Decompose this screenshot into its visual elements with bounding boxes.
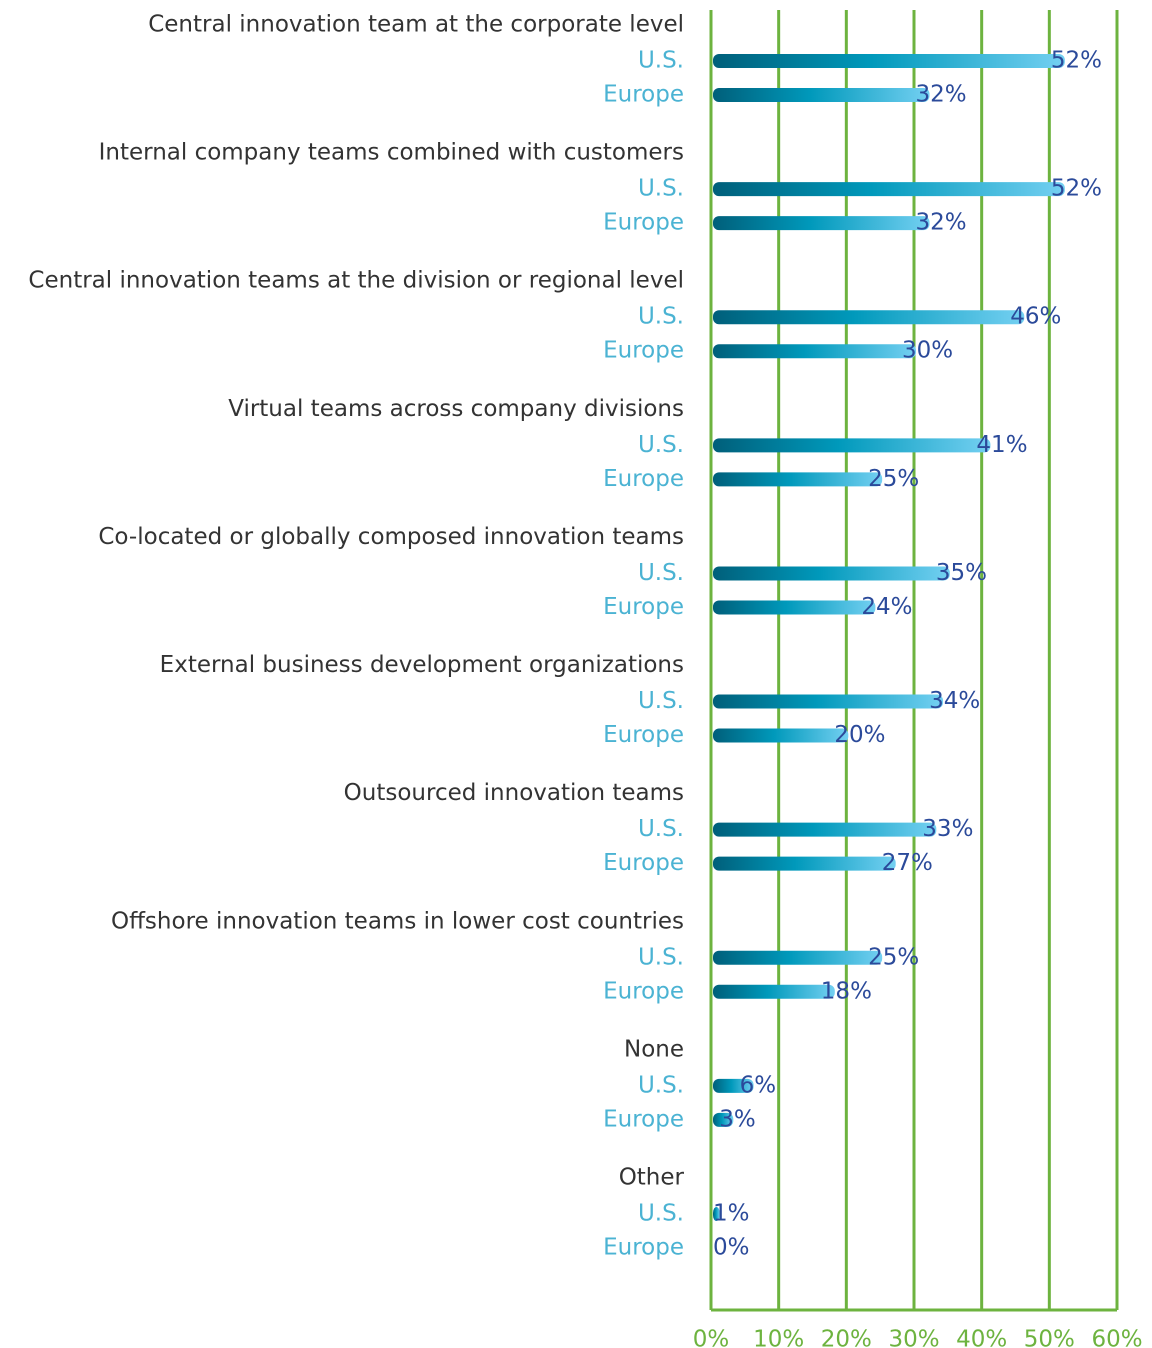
value-label: 35% [936,560,987,586]
category-label: Offshore innovation teams in lower cost … [111,908,684,934]
category-label: None [624,1036,684,1062]
category-label: Outsourced innovation teams [344,780,684,806]
value-label: 3% [719,1106,756,1132]
series-label: Europe [603,338,684,364]
value-label: 46% [1010,304,1061,330]
value-label: 32% [916,210,967,236]
x-tick-label: 40% [956,1327,1007,1348]
series-label: U.S. [638,560,684,586]
category-label: Co-located or globally composed innovati… [98,524,684,550]
value-label: 27% [882,850,933,876]
value-label: 1% [713,1201,750,1227]
bar [713,472,883,487]
bar [713,566,950,581]
series-label: U.S. [638,304,684,330]
bar [713,984,835,999]
x-tick-label: 30% [888,1327,939,1348]
bar [713,182,1065,197]
series-label: Europe [603,466,684,492]
x-tick-label: 60% [1091,1327,1142,1348]
series-label: U.S. [638,1201,684,1227]
series-label: U.S. [638,688,684,714]
bar [713,822,937,837]
value-label: 41% [976,432,1027,458]
series-label: U.S. [638,944,684,970]
x-tick-label: 10% [753,1327,804,1348]
x-tick-label: 0% [693,1327,730,1348]
bar [713,1207,720,1221]
category-label: Other [619,1165,685,1191]
value-label: 32% [916,82,967,108]
x-tick-label: 50% [1024,1327,1075,1348]
value-label: 25% [868,944,919,970]
value-label: 25% [868,466,919,492]
series-label: Europe [603,1106,684,1132]
series-label: Europe [603,1235,684,1261]
bar [713,344,916,359]
bar [713,600,876,615]
bar [713,728,849,743]
series-label: Europe [603,594,684,620]
bar [713,1112,734,1127]
bar [713,694,944,709]
value-label: 18% [821,978,872,1004]
bar [713,1078,754,1093]
bar [713,216,930,231]
series-label: Europe [603,978,684,1004]
value-label: 34% [929,688,980,714]
value-label: 24% [861,594,912,620]
value-label: 20% [834,722,885,748]
value-label: 52% [1051,176,1102,202]
bar [713,950,883,965]
bar [713,856,896,871]
bar [713,88,930,102]
series-label: U.S. [638,432,684,458]
category-label: External business development organizati… [160,652,684,678]
series-label: Europe [603,210,684,236]
value-label: 33% [922,816,973,842]
series-label: U.S. [638,816,684,842]
series-label: Europe [603,850,684,876]
value-label: 6% [740,1072,777,1098]
bar [713,54,1065,68]
bar [713,310,1025,325]
value-label: 0% [713,1235,750,1261]
series-label: Europe [603,82,684,108]
value-label: 30% [902,338,953,364]
series-label: U.S. [638,1072,684,1098]
category-label: Virtual teams across company divisions [228,396,684,422]
category-label: Internal company teams combined with cus… [99,140,684,166]
series-label: Europe [603,722,684,748]
bar [713,438,991,453]
category-label: Central innovation team at the corporate… [148,12,684,38]
category-label: Central innovation teams at the division… [28,268,684,294]
series-label: U.S. [638,176,684,202]
series-label: U.S. [638,48,684,74]
x-tick-label: 20% [821,1327,872,1348]
value-label: 52% [1051,48,1102,74]
